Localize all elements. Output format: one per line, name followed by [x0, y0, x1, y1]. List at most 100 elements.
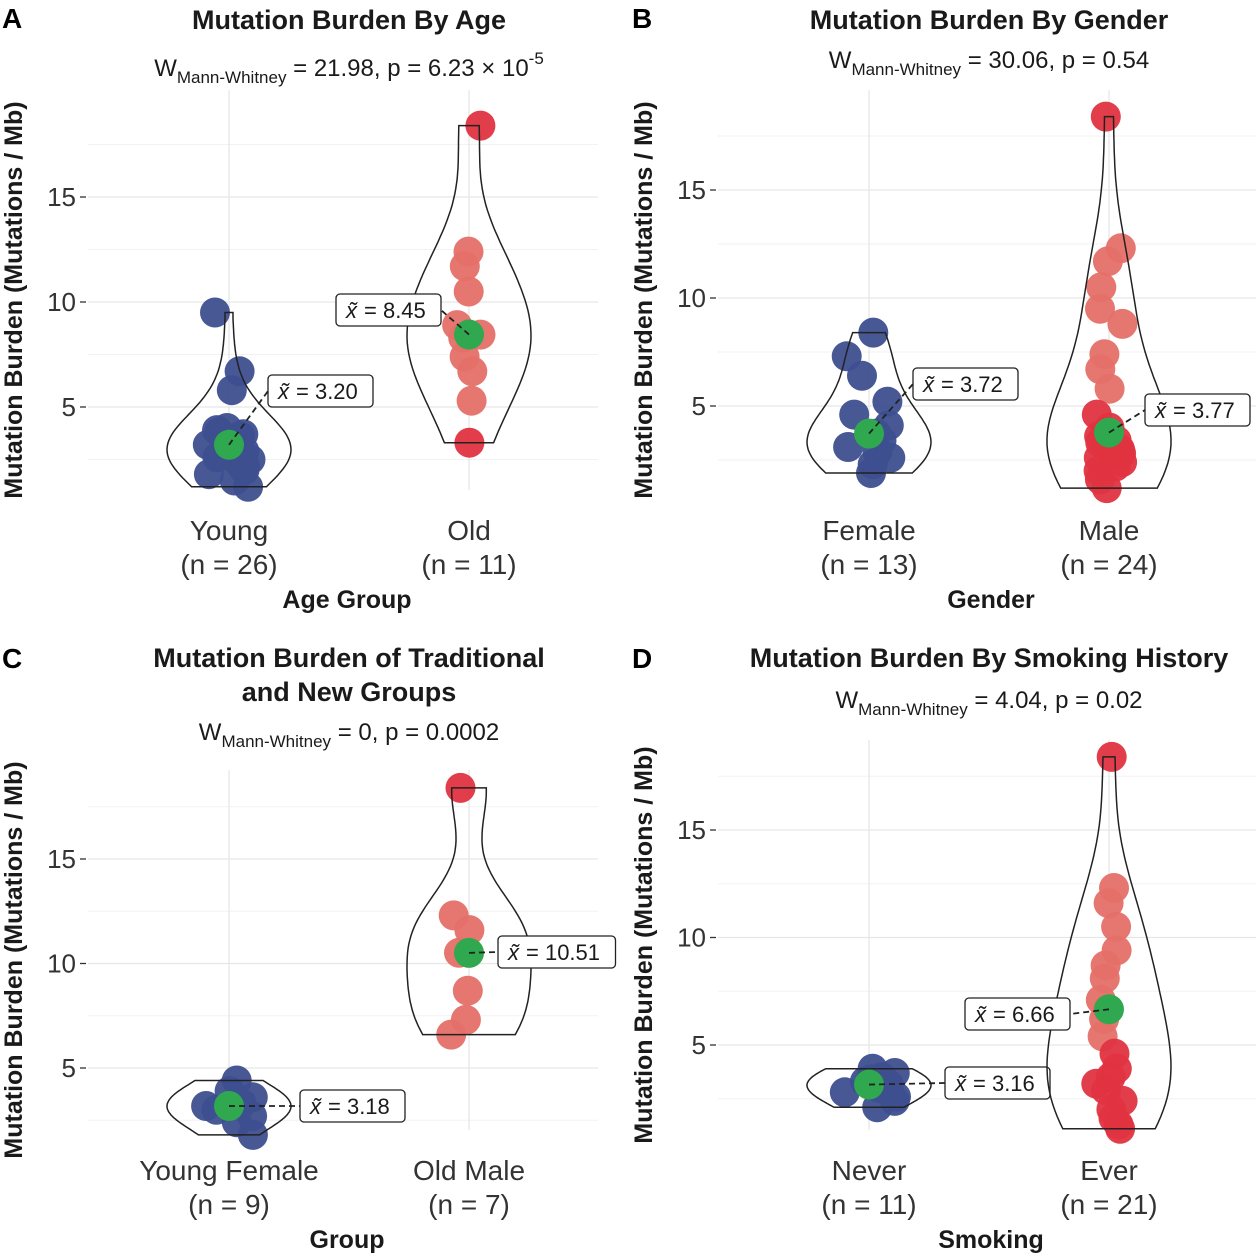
y-tick-label: 10: [47, 949, 76, 979]
median-label: x̃ = 3.72: [912, 367, 1019, 401]
median-leader: [1069, 1008, 1110, 1015]
median-value: = 6.66: [993, 1002, 1055, 1027]
median-label-box: [944, 1066, 1051, 1100]
panel-a: A Mutation Burden By Age WMann-Whitney = 2…: [0, 3, 598, 614]
x-axis-label: Gender: [947, 586, 1035, 614]
median-symbol: x̃: [277, 379, 290, 404]
median-value: = 10.51: [526, 940, 600, 965]
x-n-label: (n = 9): [188, 1189, 270, 1220]
panel-letter: B: [632, 3, 652, 34]
data-point: [1085, 293, 1115, 324]
median-label-box: [912, 367, 1019, 401]
y-axis-label: Mutation Burden (Mutations / Mb): [0, 101, 28, 498]
panel-letter: C: [2, 643, 22, 674]
data-point: [216, 375, 247, 406]
data-point: [829, 1077, 860, 1108]
panel-b: B Mutation Burden By Gender WMann-Whitney …: [630, 3, 1256, 614]
median-label: x̃ = 8.45: [335, 293, 442, 327]
x-category-label: Never: [832, 1155, 907, 1186]
panel-letter: D: [632, 643, 652, 674]
y-axis-label: Mutation Burden (Mutations / Mb): [630, 101, 658, 498]
x-n-label: (n = 24): [1060, 549, 1157, 580]
median-value: = 8.45: [364, 298, 426, 323]
median-label: x̃ = 3.18: [299, 1089, 406, 1123]
data-point: [872, 386, 903, 417]
median-value: = 3.20: [296, 379, 358, 404]
median-leader: [440, 309, 470, 336]
x-category-label: Young Female: [139, 1155, 319, 1186]
data-point: [193, 459, 224, 490]
data-point: [200, 297, 230, 328]
y-tick-label: 5: [692, 391, 706, 421]
violin-shape: [166, 1079, 292, 1136]
median-symbol: x̃: [1154, 398, 1167, 423]
stat-subtitle: WMann-Whitney = 30.06, p = 0.54: [829, 47, 1149, 79]
median-symbol: x̃: [974, 1002, 987, 1027]
stat-subtitle: WMann-Whitney = 4.04, p = 0.02: [835, 687, 1142, 719]
stat-subtitle: WMann-Whitney = 21.98, p = 6.23 × 10-5: [154, 49, 544, 87]
data-point: [452, 975, 483, 1006]
median-label-box: [964, 997, 1071, 1031]
chart-title: Mutation Burden By Gender: [810, 5, 1169, 35]
median-label-box: [267, 374, 374, 408]
y-tick-label: 15: [47, 844, 76, 874]
chart-title-line2: and New Groups: [242, 677, 457, 707]
violin-shape: [806, 331, 932, 474]
x-n-label: (n = 26): [180, 549, 277, 580]
median-label: x̃ = 3.16: [944, 1066, 1051, 1100]
stat-subtitle: WMann-Whitney = 0, p = 0.0002: [199, 719, 499, 751]
median-value: = 3.16: [973, 1071, 1035, 1096]
chart-title: Mutation Burden of Traditional: [153, 643, 544, 673]
x-n-label: (n = 21): [1060, 1189, 1157, 1220]
y-tick-label: 5: [62, 392, 76, 422]
median-label-box: [497, 935, 617, 969]
x-n-label: (n = 13): [820, 549, 917, 580]
median-value: = 3.18: [328, 1094, 390, 1119]
y-tick-label: 15: [677, 175, 706, 205]
median-symbol: x̃: [345, 298, 358, 323]
median-leader: [868, 383, 914, 435]
x-n-label: (n = 7): [428, 1189, 510, 1220]
y-tick-label: 10: [47, 287, 76, 317]
violin-shape: [806, 1067, 932, 1109]
median-symbol: x̃: [922, 372, 935, 397]
x-category-label: Female: [822, 515, 915, 546]
median-label: x̃ = 10.51: [497, 935, 617, 969]
x-category-label: Ever: [1080, 1155, 1138, 1186]
x-category-label: Old: [447, 515, 491, 546]
data-point: [457, 356, 488, 387]
y-tick-label: 15: [47, 182, 76, 212]
y-tick-label: 10: [677, 283, 706, 313]
x-n-label: (n = 11): [421, 549, 516, 580]
data-point: [454, 915, 485, 946]
data-point: [453, 276, 484, 307]
y-axis-label: Mutation Burden (Mutations / Mb): [0, 761, 28, 1158]
median-leader: [868, 1082, 946, 1086]
median-symbol: x̃: [954, 1071, 967, 1096]
data-point: [847, 360, 877, 391]
median-symbol: x̃: [507, 940, 520, 965]
median-value: = 3.72: [941, 372, 1003, 397]
data-point: [1101, 911, 1132, 942]
y-tick-label: 5: [692, 1030, 706, 1060]
x-category-label: Young: [190, 515, 268, 546]
median-label: x̃ = 3.20: [267, 374, 374, 408]
data-point: [1092, 246, 1123, 277]
y-tick-label: 10: [677, 923, 706, 953]
x-axis-label: Age Group: [282, 586, 411, 614]
x-category-label: Male: [1079, 515, 1140, 546]
panel-d: D Mutation Burden By Smoking History WMann…: [630, 643, 1256, 1254]
median-symbol: x̃: [309, 1094, 322, 1119]
median-label: x̃ = 3.77: [1144, 393, 1251, 427]
data-point: [1107, 308, 1138, 339]
data-point: [449, 251, 480, 282]
median-leader: [1108, 409, 1146, 434]
median-label: x̃ = 6.66: [964, 997, 1071, 1031]
violin-shape: [406, 124, 532, 444]
chart-title: Mutation Burden By Age: [192, 5, 506, 35]
x-axis-label: Smoking: [938, 1226, 1044, 1254]
y-axis-label: Mutation Burden (Mutations / Mb): [630, 746, 658, 1143]
panel-letter: A: [2, 3, 22, 34]
data-point: [1086, 272, 1117, 303]
